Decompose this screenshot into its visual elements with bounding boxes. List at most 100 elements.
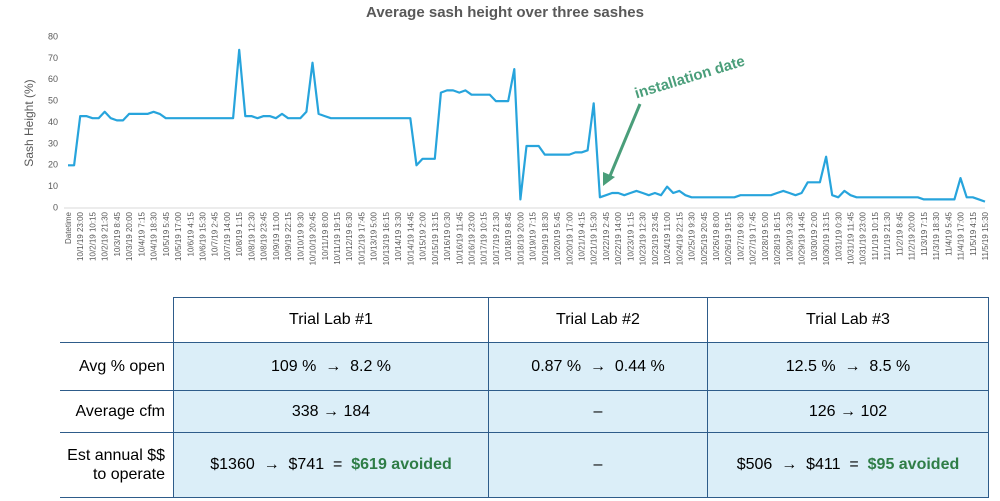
x-tick-label: 10/17/19 10:15 [480, 211, 489, 265]
x-tick-label: 10/29/19 14:45 [798, 211, 807, 265]
x-tick-label: 10/5/19 5:45 [162, 211, 171, 256]
x-tick-label: 11/4/19 17:00 [957, 211, 966, 260]
row-label-line: to operate [92, 466, 165, 483]
x-tick-label: 10/19/19 7:15 [529, 211, 538, 260]
x-tick-label: 10/30/19 13:15 [822, 211, 831, 265]
cell-highlight: $619 avoided [351, 456, 452, 473]
table-cell: 0.87 % → 0.44 % [488, 342, 708, 391]
x-tick-label: 10/27/19 17:45 [749, 211, 758, 265]
x-tick-label: 10/8/19 23:45 [260, 211, 269, 260]
x-tick-label: 10/26/19 8:00 [712, 211, 721, 260]
x-tick-label: 11/5/19 15:30 [981, 211, 990, 260]
table-cell: – [488, 432, 708, 498]
row-label-line: Average cfm [75, 403, 165, 420]
x-tick-label: 10/11/19 19:15 [333, 211, 342, 264]
cell-text: $1360 → $741 = [210, 456, 352, 473]
x-tick-label: 10/15/19 13:15 [431, 211, 440, 265]
x-tick-label: 10/25/19 20:45 [700, 211, 709, 265]
row-label: Average cfm [60, 390, 174, 433]
x-tick-label: 10/21/19 4:15 [578, 211, 587, 260]
column-header: Trial Lab #2 [488, 297, 708, 343]
y-tick-label: 20 [48, 160, 58, 170]
x-tick-label: 10/21/19 15:30 [590, 211, 599, 265]
x-tick-label: 10/4/19 7:15 [137, 211, 146, 256]
y-tick-label: 70 [48, 53, 58, 63]
x-tick-label: 11/3/19 18:30 [932, 211, 941, 260]
x-tick-label: 10/22/19 2:45 [602, 211, 611, 260]
x-tick-label: 10/23/19 1:15 [626, 211, 635, 260]
x-tick-label: 10/16/19 23:00 [467, 211, 476, 265]
x-tick-label: 10/2/19 21:30 [101, 211, 110, 260]
table-cell: 12.5 % → 8.5 % [707, 342, 989, 391]
x-tick-label: 10/23/19 12:30 [639, 211, 648, 265]
y-tick-label: 30 [48, 138, 58, 148]
sash-line [68, 48, 986, 203]
x-tick-label: 11/4/19 5:45 [944, 211, 953, 255]
y-tick-label: 50 [48, 96, 58, 106]
cell-text: – [593, 402, 603, 420]
table-row: Est annual $$ to operate $1360 → $741 = $6… [60, 432, 989, 498]
x-tick-label: 10/26/19 19:15 [724, 211, 733, 265]
x-tick-label: 10/3/19 8:45 [113, 211, 122, 256]
x-tick-label: 10/25/19 9:30 [688, 211, 697, 260]
table-cell: 109 % → 8.2 % [173, 342, 489, 391]
cell-text: 126 → 102 [808, 402, 888, 420]
row-label: Est annual $$ to operate [60, 432, 174, 498]
y-tick-label: 0 [53, 202, 58, 212]
x-tick-label: 10/8/19 1:15 [235, 211, 244, 256]
x-tick-label: 10/12/19 17:45 [357, 211, 366, 265]
row-label-line: Est annual $$ [67, 447, 165, 464]
x-tick-label: Datetime [64, 211, 73, 244]
x-tick-label: 10/5/19 17:00 [174, 211, 183, 260]
x-tick-label: 10/27/19 6:30 [736, 211, 745, 260]
cell-text: $506 → $411 = [736, 456, 868, 473]
x-tick-label: 10/4/19 18:30 [150, 211, 159, 260]
x-tick-label: 10/24/19 11:00 [663, 211, 672, 264]
x-tick-label: 11/1/19 10:15 [871, 211, 880, 260]
chart: Average sash height over three sashes Sa… [22, 4, 990, 265]
x-tick-label: 10/20/19 17:00 [565, 211, 574, 265]
y-tick-label: 40 [48, 117, 58, 127]
cell-text: 0.87 % → 0.44 % [531, 357, 665, 375]
x-tick-label: 10/16/19 0:30 [443, 211, 452, 260]
column-header: Trial Lab #3 [707, 297, 989, 343]
x-tick-label: 10/31/19 11:45 [847, 211, 856, 264]
y-axis-label: Sash Height (%) [22, 79, 36, 166]
x-tick-label: 10/9/19 11:00 [272, 211, 281, 260]
y-tick-label: 60 [48, 74, 58, 84]
x-tick-label: 10/18/19 20:00 [516, 211, 525, 265]
x-tick-label: 10/7/19 2:45 [211, 211, 220, 256]
x-tick-label: 11/5/19 4:15 [969, 211, 978, 255]
x-tick-label: 10/3/19 20:00 [125, 211, 134, 260]
x-tick-label: 10/1/19 23:00 [76, 211, 85, 260]
row-label: Avg % open [60, 342, 174, 391]
annotation: installation date [633, 53, 747, 103]
x-tick-label: 10/31/19 23:00 [859, 211, 868, 265]
x-tick-label: 10/10/19 20:45 [309, 211, 318, 265]
table-cell: 126 → 102 [707, 390, 989, 433]
x-tick-label: 10/17/19 21:30 [492, 211, 501, 265]
x-tick-label: 10/28/19 16:15 [773, 211, 782, 265]
x-tick-label: 10/16/19 11:45 [455, 211, 464, 264]
x-tick-label: 10/28/19 5:00 [761, 211, 770, 260]
x-tick-label: 10/6/19 15:30 [198, 211, 207, 260]
x-tick-label: 10/8/19 12:30 [247, 211, 256, 260]
x-tick-label: 10/7/19 14:00 [223, 211, 232, 260]
x-tick-label: 10/29/19 3:30 [785, 211, 794, 260]
table-cell: – [488, 390, 708, 433]
chart-title: Average sash height over three sashes [366, 4, 644, 21]
x-tick-label: 10/14/19 14:45 [406, 211, 415, 265]
column-header: Trial Lab #1 [173, 297, 489, 343]
x-tick-label: 10/6/19 4:15 [186, 211, 195, 256]
x-tick-label: 10/2/19 10:15 [88, 211, 97, 260]
y-tick-label: 10 [48, 181, 58, 191]
table-cell: 338 → 184 [173, 390, 489, 433]
row-label-line: Avg % open [79, 358, 165, 375]
annotation-arrowhead [603, 172, 615, 186]
x-tick-label: 11/2/19 20:00 [908, 211, 917, 260]
x-tick-label: 10/13/19 16:15 [382, 211, 391, 265]
x-tick-label: 10/31/19 0:30 [834, 211, 843, 260]
x-tick-label: 10/22/19 14:00 [614, 211, 623, 265]
x-tick-label: 10/18/19 8:45 [504, 211, 513, 260]
